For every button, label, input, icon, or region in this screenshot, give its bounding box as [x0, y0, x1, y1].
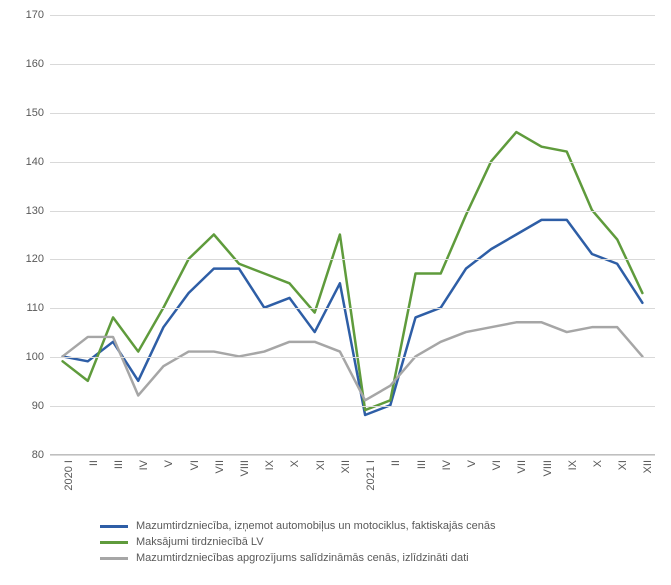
gridline — [50, 211, 655, 212]
legend-swatch — [100, 541, 128, 544]
y-axis-label: 110 — [26, 302, 44, 314]
x-axis-label: III — [416, 460, 428, 469]
x-axis-label: XII — [340, 460, 352, 473]
gridline — [50, 259, 655, 260]
x-axis-label: II — [88, 460, 100, 466]
x-axis-label: XII — [642, 460, 654, 473]
y-axis-label: 160 — [26, 58, 44, 70]
legend-item: Mazumtirdzniecības apgrozījums salīdzinā… — [100, 552, 496, 564]
x-axis-label: VI — [189, 460, 201, 470]
x-axis-label: VIII — [239, 460, 251, 477]
gridline — [50, 64, 655, 65]
x-axis-label: X — [592, 460, 604, 467]
gridline — [50, 113, 655, 114]
gridline — [50, 357, 655, 358]
y-axis-label: 100 — [26, 351, 44, 363]
x-axis-label: V — [163, 460, 175, 467]
x-axis-label: V — [466, 460, 478, 467]
x-axis-label: IV — [441, 460, 453, 470]
gridline — [50, 308, 655, 309]
gridline — [50, 406, 655, 407]
x-axis-label: 2021 I — [365, 460, 377, 491]
x-axis-label: X — [289, 460, 301, 467]
y-axis-label: 150 — [26, 107, 44, 119]
legend-label: Maksājumi tirdzniecībā LV — [136, 536, 264, 548]
y-axis-label: 90 — [32, 400, 44, 412]
x-axis-label: III — [113, 460, 125, 469]
x-axis-label: VII — [214, 460, 226, 473]
y-axis-label: 170 — [26, 9, 44, 21]
legend-swatch — [100, 525, 128, 528]
x-axis-label: VII — [516, 460, 528, 473]
legend: Mazumtirdzniecība, izņemot automobiļus u… — [100, 520, 496, 568]
x-axis-label: 2020 I — [63, 460, 75, 491]
y-axis-label: 80 — [32, 449, 44, 461]
y-axis-label: 130 — [26, 205, 44, 217]
plot-area: 80901001101201301401501601702020 IIIIIII… — [50, 15, 655, 455]
x-axis-label: IX — [567, 460, 579, 470]
legend-item: Maksājumi tirdzniecībā LV — [100, 536, 496, 548]
series-payments_lv — [63, 132, 643, 410]
y-axis-label: 140 — [26, 156, 44, 168]
legend-swatch — [100, 557, 128, 560]
y-axis-label: 120 — [26, 253, 44, 265]
gridline — [50, 162, 655, 163]
gridline — [50, 15, 655, 16]
legend-label: Mazumtirdzniecība, izņemot automobiļus u… — [136, 520, 496, 532]
x-axis-label: VI — [491, 460, 503, 470]
line-chart: 80901001101201301401501601702020 IIIIIII… — [0, 0, 671, 585]
legend-label: Mazumtirdzniecības apgrozījums salīdzinā… — [136, 552, 469, 564]
chart-svg — [50, 15, 655, 454]
x-axis-label: II — [390, 460, 402, 466]
x-axis-label: IX — [264, 460, 276, 470]
x-axis-label: VIII — [542, 460, 554, 477]
legend-item: Mazumtirdzniecība, izņemot automobiļus u… — [100, 520, 496, 532]
gridline — [50, 455, 655, 456]
x-axis-label: IV — [138, 460, 150, 470]
x-axis-label: XI — [617, 460, 629, 470]
x-axis-label: XI — [315, 460, 327, 470]
